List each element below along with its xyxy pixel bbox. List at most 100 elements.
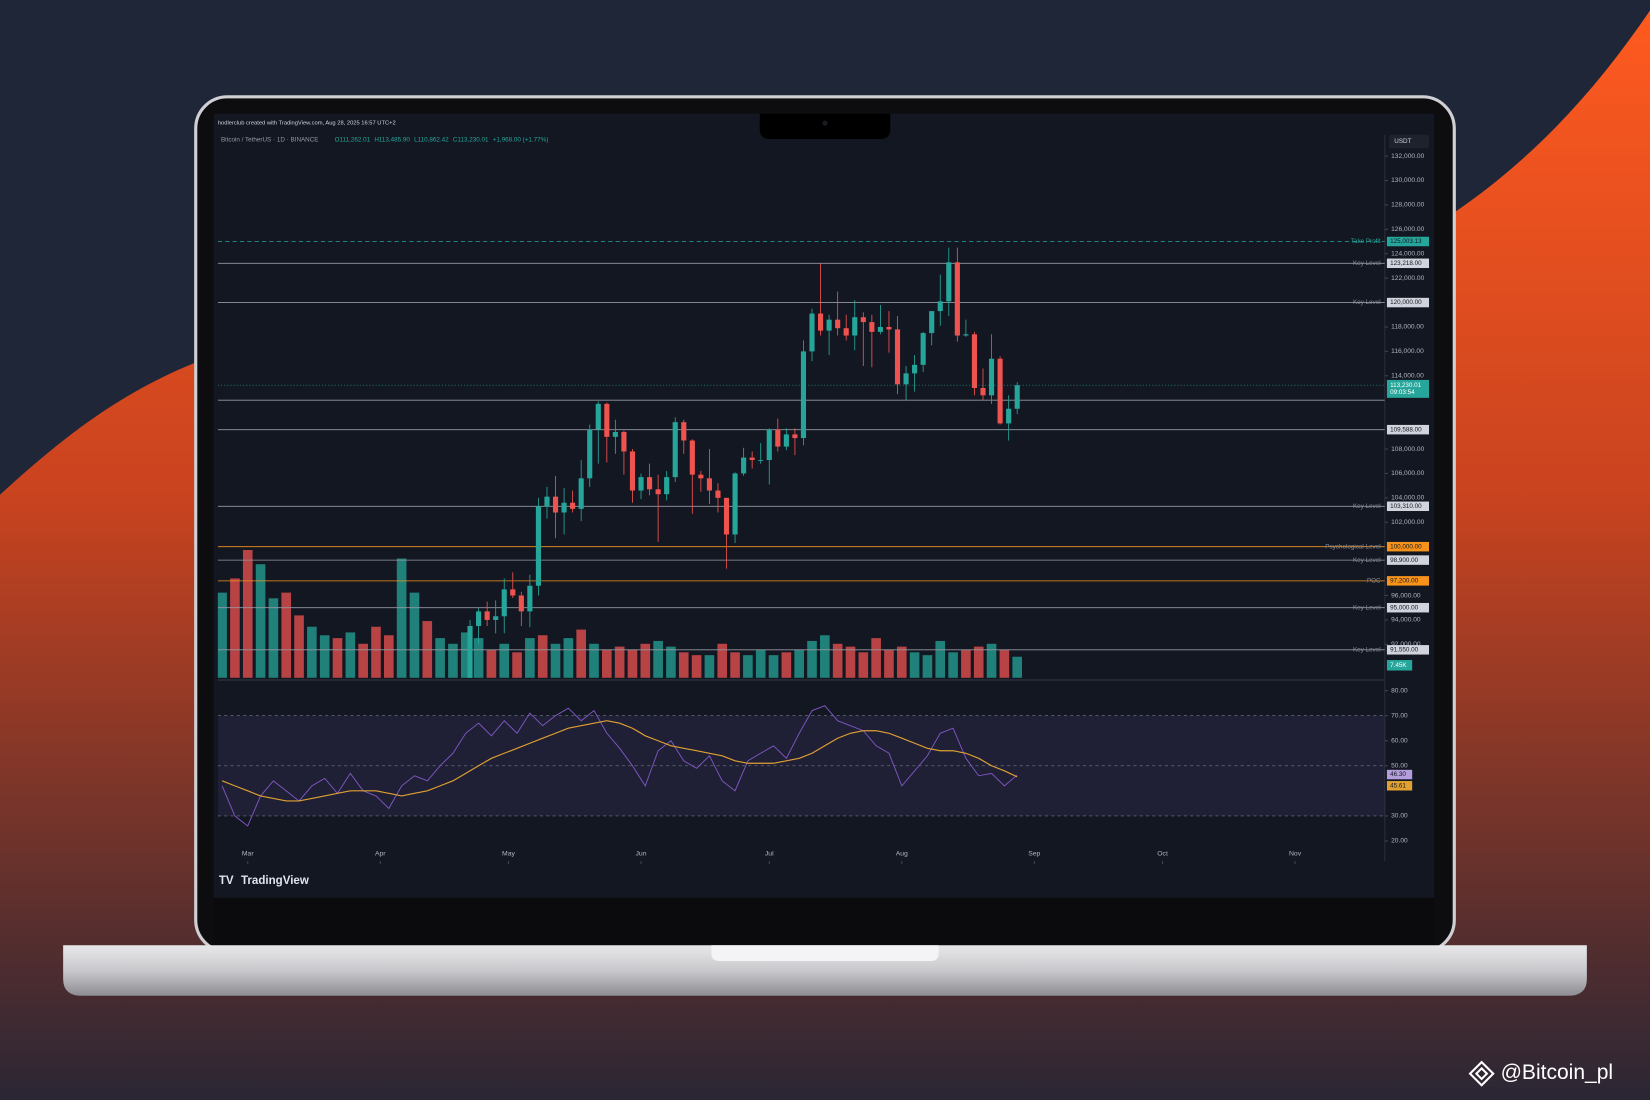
level-tag-label: 98,900.00 [1390,557,1419,564]
candle-body [655,489,661,495]
candle-body [971,334,978,389]
volume-bar [666,646,676,678]
y-tick-label: 106,000.00 [1391,470,1424,477]
volume-bar [499,643,510,678]
level-label: POC [1367,578,1381,585]
price-pane [217,241,1385,678]
volume-bar [973,646,984,678]
level-tag [1386,501,1430,512]
volume-bar [653,640,663,678]
candle-body [689,440,695,475]
candle-body [869,322,875,332]
candle-body [544,496,550,507]
candle-body [1014,385,1020,409]
volume-bar [922,655,933,678]
base-notch [711,945,939,962]
header-text: hodlerclub created with TradingView.com,… [218,121,396,127]
candle-body [527,585,533,612]
volume-bar [242,550,253,678]
volume-bar [614,646,625,678]
level-label: Psychological Level [1325,543,1380,550]
volume-bar [307,626,317,678]
level-tag-label: 97,200.00 [1390,578,1419,585]
rsi-pane [217,705,1385,827]
level-tag [1386,576,1430,586]
rsi-ma-line [221,720,1018,802]
volume-bar [832,643,843,678]
ohlc-value: C113,230.01 [453,137,489,144]
candle-body [894,329,901,385]
y-tick-label: 92,000.00 [1391,641,1421,648]
last-price-label: 113,230.01 [1390,382,1422,389]
volume-bar [384,635,394,678]
volume-bar [473,638,484,678]
y-tick-label: 132,000.00 [1391,153,1424,160]
watermark: @Bitcoin_pl [1501,1061,1614,1084]
candle-body [467,626,473,678]
rsi-tick-label: 60.00 [1391,738,1408,745]
volume-bar [755,649,766,678]
candle-body [988,358,995,396]
binance-icon [1468,1060,1495,1087]
volume-bar [217,592,227,678]
y-tick-label: 102,000.00 [1391,519,1424,526]
volume-bar [961,649,971,678]
volume-bar [896,646,907,678]
screen [213,113,1435,898]
candle-body [817,313,824,331]
level-label: Take Profit [1351,238,1381,245]
candle-body [638,477,644,491]
volume-bar [319,635,330,678]
candle-body [578,478,584,509]
candle-body [775,429,781,447]
candle-body [886,326,892,330]
volume-bar [396,558,407,678]
y-tick-label: 114,000.00 [1391,373,1424,380]
candle-body [741,457,747,474]
ohlc-value: +1,968.00 (+1.77%) [493,137,549,144]
level-label: Key Level [1353,503,1381,510]
y-tick-label: 108,000.00 [1391,446,1424,453]
volume-bar [435,638,445,678]
rsi-tag [1386,769,1413,780]
rsi-ma-tag [1386,781,1413,791]
volume-bar [371,626,381,678]
x-tick-label: Oct [1157,850,1168,857]
currency: USDT [1394,138,1411,145]
level-tag-label: 91,550.00 [1390,646,1419,653]
volume-bar [358,643,368,678]
volume-bar [550,643,561,678]
candle-body [877,326,883,332]
screen-bottom [213,897,1435,945]
y-tick-label: 104,000.00 [1391,495,1424,502]
candle-body [518,595,524,612]
candle-body [758,460,764,461]
x-tick-label: May [502,850,515,857]
candle-body [698,474,704,479]
level-label: Key Level [1353,299,1381,306]
candle-body [749,457,755,461]
volume-bar [768,655,779,678]
candle-body [561,502,567,513]
x-tick-label: Jul [765,850,774,857]
candle-body [501,589,507,617]
volume-bar [909,652,920,678]
candle-body [595,403,601,430]
y-tick-label: 118,000.00 [1391,324,1424,331]
candle-body [937,301,943,312]
candle-body [493,616,499,620]
camera [822,120,828,126]
volume-bar [563,638,574,678]
volume-bar [820,635,830,678]
candle-body [732,473,738,535]
candle-body [826,319,832,331]
volume-bar [460,632,471,678]
x-tick-label: Jun [636,850,647,857]
volume-bar [268,598,279,678]
x-tick-label: Apr [375,850,386,857]
y-tick-label: 130,000.00 [1391,177,1424,184]
volume-bar [294,615,304,678]
rsi-tick-label: 20.00 [1391,838,1408,845]
candle-body [510,589,516,596]
